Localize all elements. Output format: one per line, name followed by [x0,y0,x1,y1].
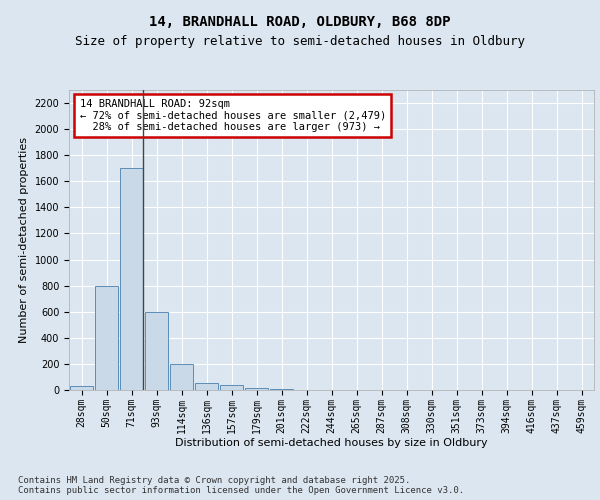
Y-axis label: Number of semi-detached properties: Number of semi-detached properties [19,137,29,343]
Bar [120,168,143,390]
Bar [70,386,93,390]
X-axis label: Distribution of semi-detached houses by size in Oldbury: Distribution of semi-detached houses by … [175,438,488,448]
Bar [145,312,168,390]
Bar [95,286,118,390]
Text: Contains HM Land Registry data © Crown copyright and database right 2025.
Contai: Contains HM Land Registry data © Crown c… [18,476,464,495]
Bar [170,364,193,390]
Text: 14, BRANDHALL ROAD, OLDBURY, B68 8DP: 14, BRANDHALL ROAD, OLDBURY, B68 8DP [149,16,451,30]
Bar [195,384,218,390]
Text: 14 BRANDHALL ROAD: 92sqm
← 72% of semi-detached houses are smaller (2,479)
  28%: 14 BRANDHALL ROAD: 92sqm ← 72% of semi-d… [79,99,386,132]
Bar [220,386,243,390]
Bar [245,388,268,390]
Text: Size of property relative to semi-detached houses in Oldbury: Size of property relative to semi-detach… [75,34,525,48]
